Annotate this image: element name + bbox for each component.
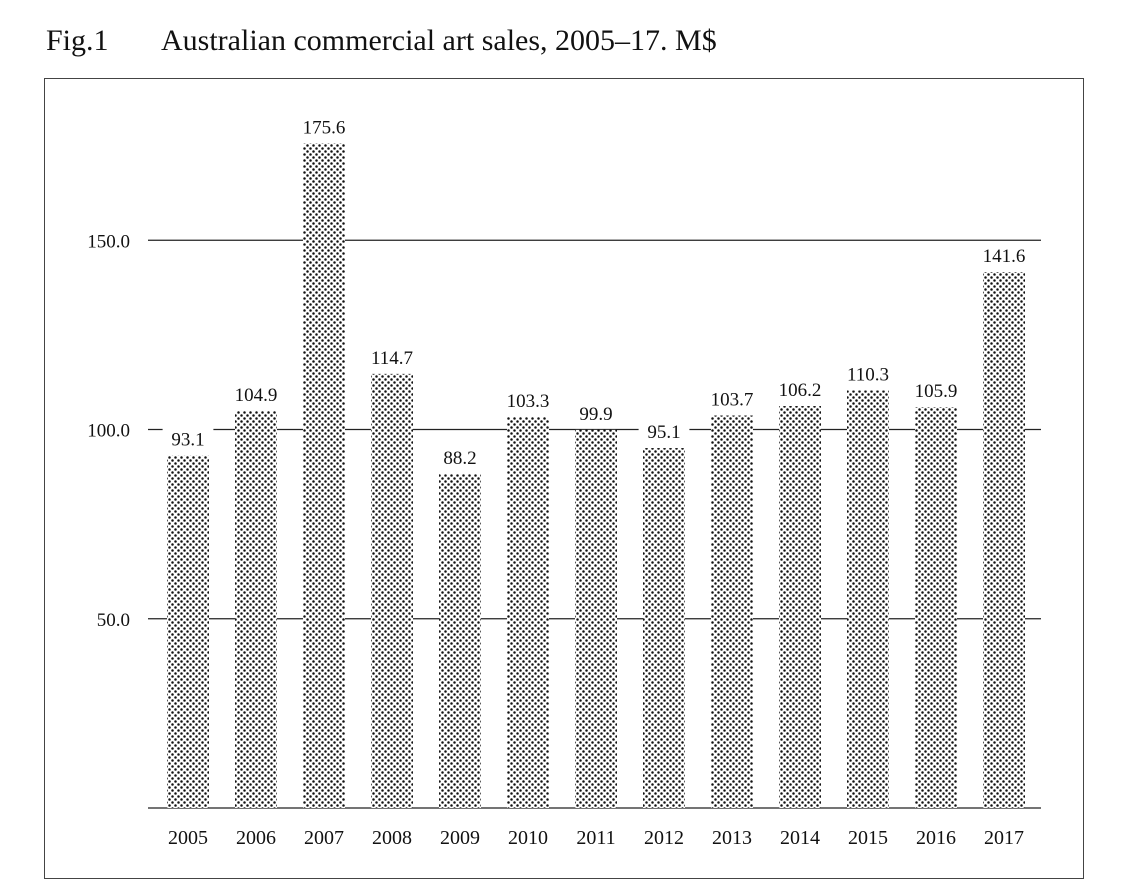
data-label: 104.9 xyxy=(235,385,278,406)
bar xyxy=(915,407,957,808)
bar xyxy=(235,410,277,808)
x-tick-label: 2009 xyxy=(440,827,480,849)
data-label: 105.9 xyxy=(915,381,958,402)
data-label: 175.6 xyxy=(303,117,346,138)
value-label-background xyxy=(701,386,763,411)
bar xyxy=(439,474,481,808)
value-label-background xyxy=(638,419,690,444)
x-tick-label: 2017 xyxy=(984,827,1024,849)
labels: 50.0 100.0 150.0 93.1 2005 104.9 2006 175.6 2007… xyxy=(87,114,1035,849)
y-tick-label: 150.0 xyxy=(87,231,130,252)
data-label: 110.3 xyxy=(847,365,889,386)
value-label-background xyxy=(570,400,622,425)
x-tick-label: 2016 xyxy=(916,827,956,849)
chart-frame xyxy=(44,78,1084,879)
value-label-background xyxy=(361,344,423,369)
value-label-background xyxy=(293,114,355,139)
x-tick-label: 2015 xyxy=(848,827,888,849)
y-tick-label: 50.0 xyxy=(97,610,130,631)
x-tick-label: 2012 xyxy=(644,827,684,849)
data-label: 95.1 xyxy=(647,422,680,443)
bar xyxy=(303,143,345,808)
value-label-background xyxy=(973,243,1035,268)
value-label-background xyxy=(769,377,831,402)
x-tick-label: 2006 xyxy=(236,827,276,849)
value-label-background xyxy=(497,388,559,413)
x-tick-label: 2005 xyxy=(168,827,208,849)
bar xyxy=(847,390,889,808)
bars xyxy=(167,143,1025,808)
data-label: 93.1 xyxy=(171,430,204,451)
data-label: 99.9 xyxy=(579,404,612,425)
value-label-background xyxy=(162,426,214,451)
x-tick-label: 2014 xyxy=(780,827,820,849)
x-tick-label: 2013 xyxy=(712,827,752,849)
bar xyxy=(167,455,209,808)
value-label-background xyxy=(837,361,899,386)
value-label-background xyxy=(434,445,486,470)
data-label: 103.3 xyxy=(507,391,550,412)
value-label-background xyxy=(905,378,967,403)
y-tick-label: 100.0 xyxy=(87,421,130,442)
bar xyxy=(575,429,617,808)
value-label-background xyxy=(225,381,287,406)
x-tick-label: 2010 xyxy=(508,827,548,849)
bar xyxy=(711,415,753,808)
data-label: 114.7 xyxy=(371,348,413,369)
data-label: 103.7 xyxy=(711,389,754,410)
x-tick-label: 2011 xyxy=(576,827,615,849)
bar xyxy=(643,448,685,808)
figure-heading: Fig.1 Australian commercial art sales, 20… xyxy=(46,22,717,60)
bar xyxy=(983,272,1025,808)
bar xyxy=(371,373,413,808)
data-label: 106.2 xyxy=(779,380,822,401)
bar xyxy=(779,406,821,808)
data-label: 141.6 xyxy=(983,246,1026,267)
data-label: 88.2 xyxy=(443,448,476,469)
bar xyxy=(507,417,549,808)
chart-title: Australian commercial art sales, 2005–17… xyxy=(161,24,717,57)
x-tick-label: 2008 xyxy=(372,827,412,849)
x-tick-label: 2007 xyxy=(304,827,344,849)
figure-number: Fig.1 xyxy=(46,24,109,57)
